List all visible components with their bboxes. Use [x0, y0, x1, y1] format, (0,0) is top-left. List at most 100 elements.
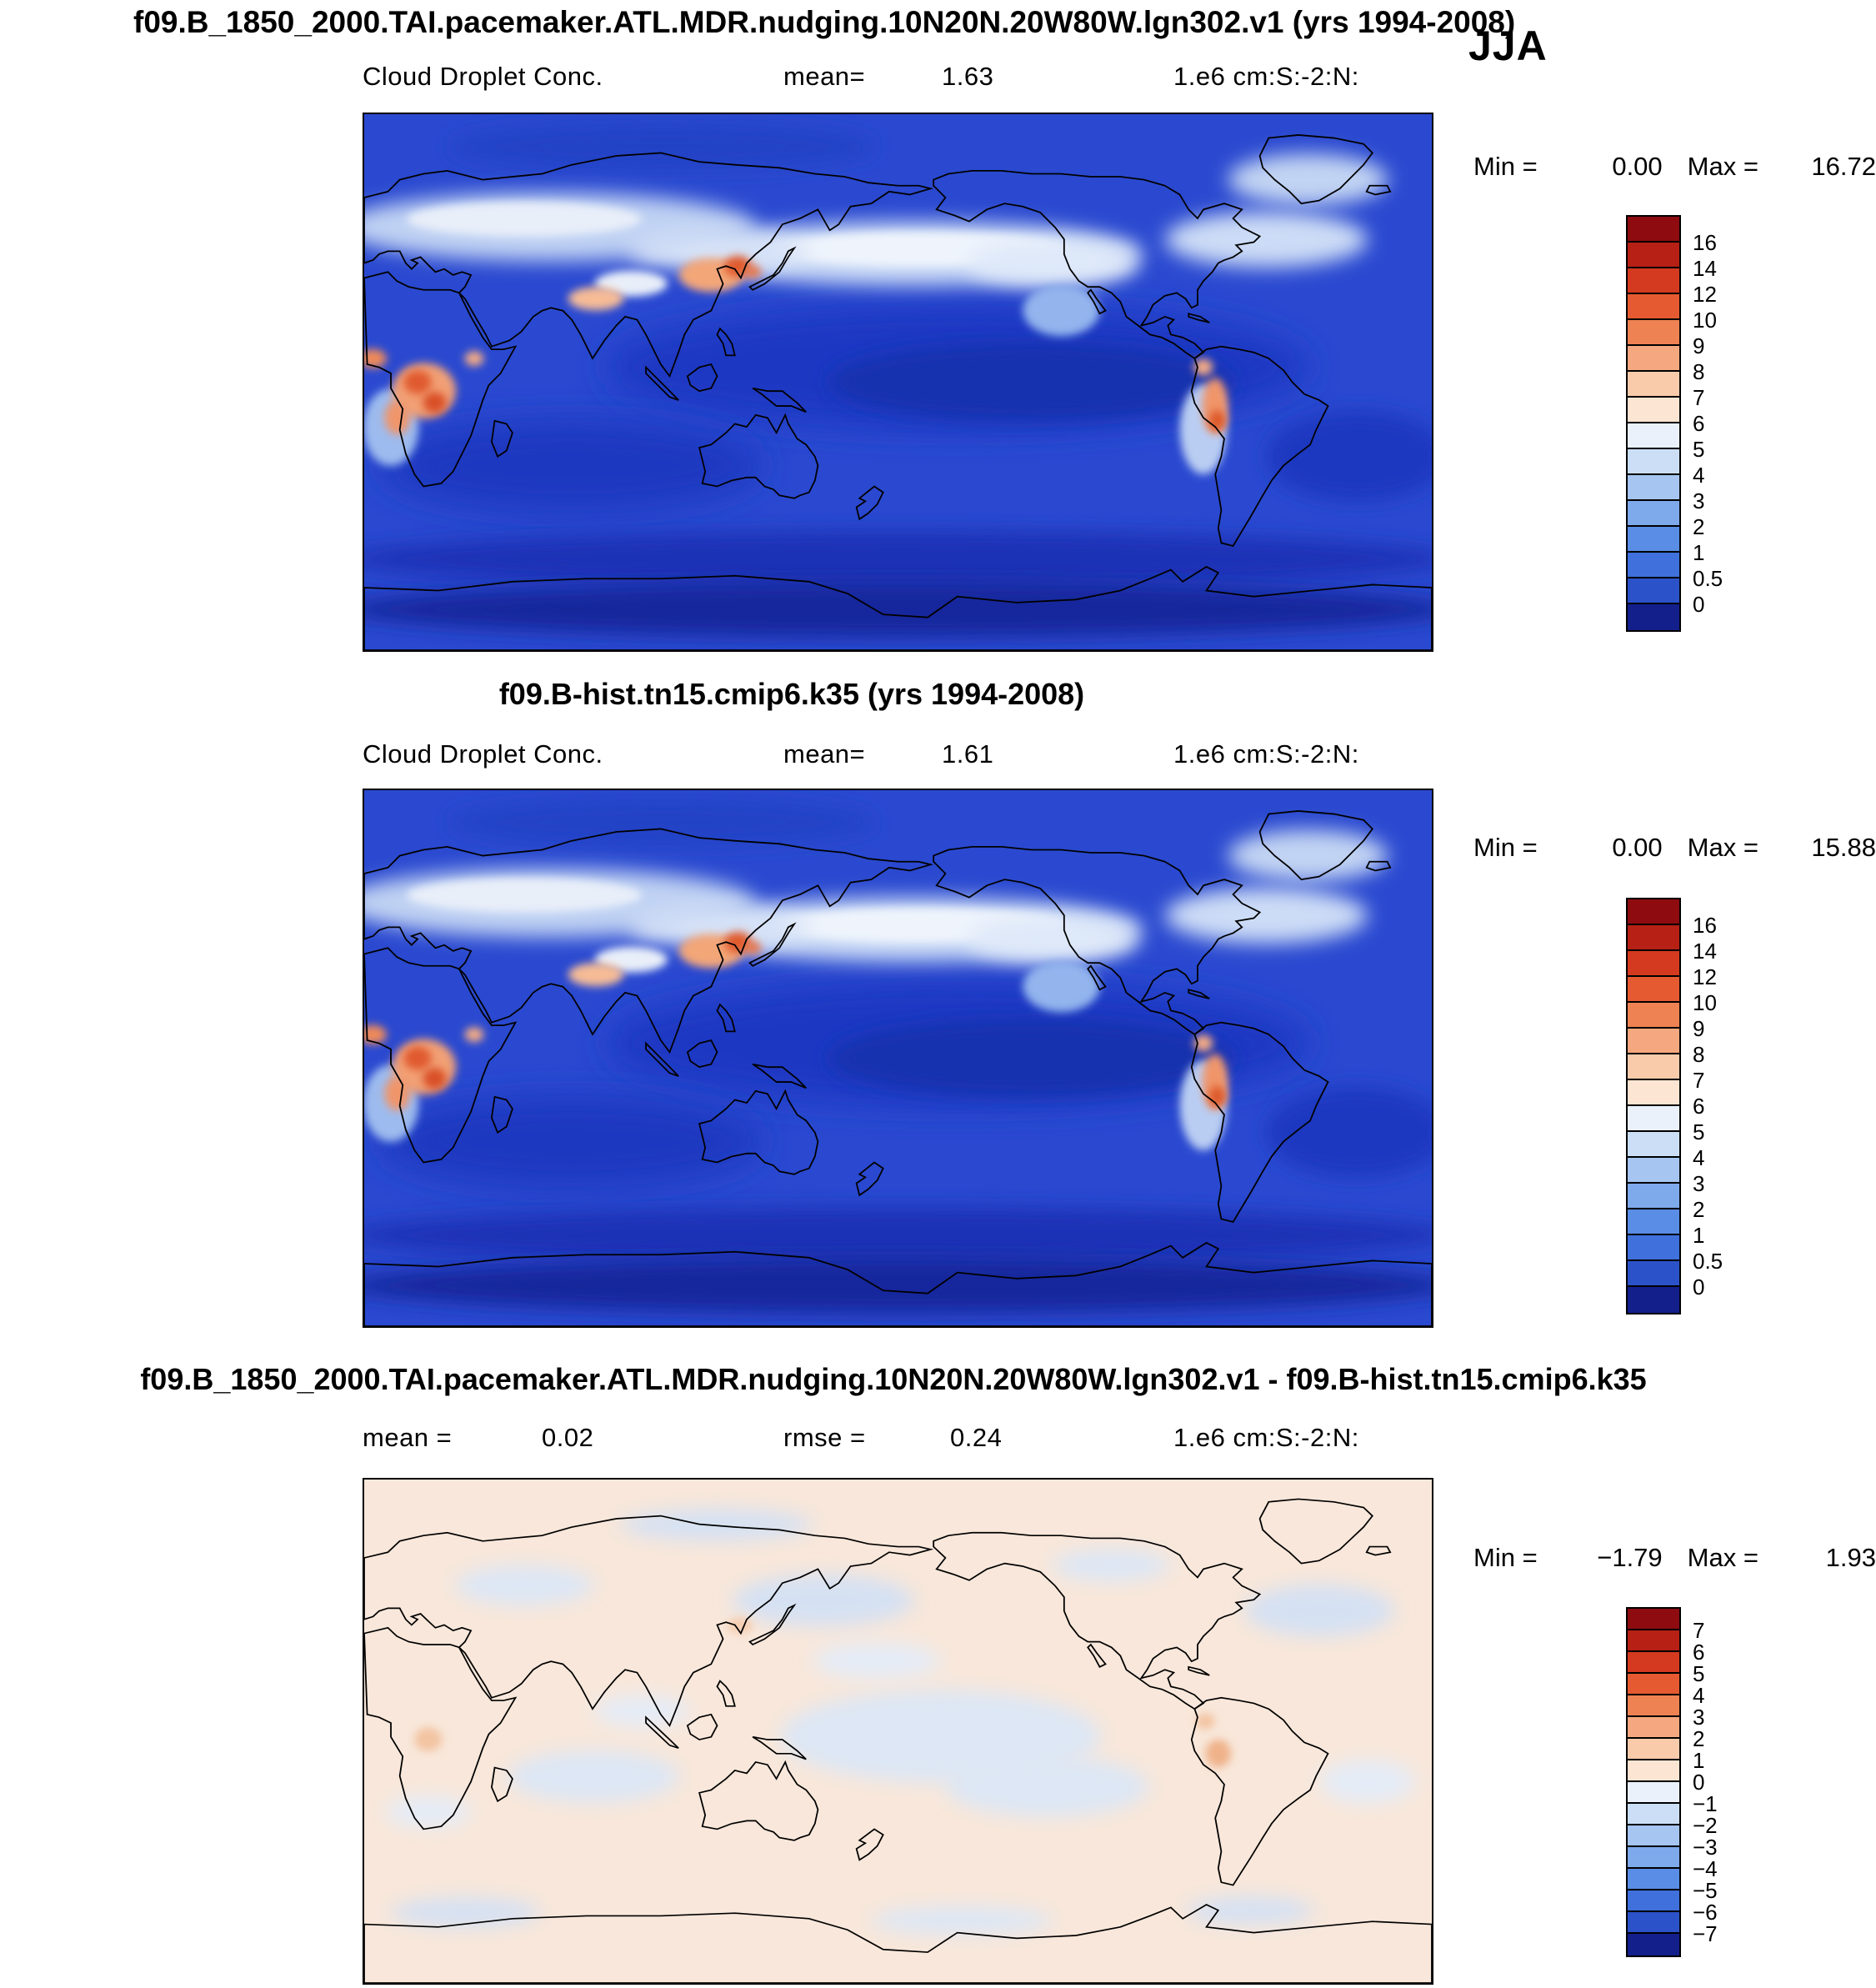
colorbar-cell	[1628, 977, 1679, 1003]
panel2-max-value: 15.88	[1811, 833, 1876, 862]
colorbar-cell	[1628, 951, 1679, 977]
colorbar-cell	[1628, 1158, 1679, 1184]
colorbar-tick-label: 7	[1693, 385, 1705, 410]
colorbar-tick-label: −5	[1693, 1878, 1718, 1903]
map-panel-1	[363, 113, 1433, 652]
continent-outlines	[364, 810, 1432, 1326]
panel1-max-value: 16.72	[1811, 152, 1876, 181]
colorbar-tick-label: −6	[1693, 1900, 1718, 1925]
colorbar-cell	[1628, 1054, 1679, 1080]
colorbar-cell	[1628, 501, 1679, 527]
season-label: JJA	[1468, 23, 1548, 69]
colorbar-cell	[1628, 217, 1679, 243]
colorbar-tick-label: −3	[1693, 1835, 1718, 1860]
colorbar-cell	[1628, 423, 1679, 449]
panel2-mean-value: 1.61	[942, 739, 994, 769]
colorbar-tick-label: 0.5	[1693, 1249, 1723, 1274]
colorbar-tick-label: 0	[1693, 1274, 1705, 1299]
colorbar-tick-label: 2	[1693, 1197, 1705, 1222]
colorbar-cell	[1628, 346, 1679, 372]
colorbar-tick-label: 4	[1693, 1683, 1705, 1708]
colorbar-tick-label: 6	[1693, 411, 1705, 436]
colorbar-tick-label: 8	[1693, 1042, 1705, 1067]
colorbar-cell	[1628, 1825, 1679, 1847]
colorbar-cell	[1628, 1184, 1679, 1209]
colorbar-tick-label: 16	[1693, 913, 1717, 938]
colorbar-tick-label: 7	[1693, 1618, 1705, 1643]
colorbar-cell	[1628, 553, 1679, 578]
panel3-mean-label: mean =	[363, 1423, 453, 1452]
colorbar-cell	[1628, 243, 1679, 268]
colorbar-tick-label: −7	[1693, 1921, 1718, 1946]
panel3-mean-value: 0.02	[542, 1423, 594, 1452]
colorbar-cell	[1628, 268, 1679, 294]
panel3-max-label: Max =	[1687, 1543, 1758, 1572]
colorbar-panel-1: 16 14 12 10 9 8 7 6 5 4 3 2 1 0.5 0	[1626, 215, 1759, 632]
field-shading	[385, 1509, 1416, 1935]
colorbar-tick-label: 16	[1693, 230, 1717, 255]
panel2-field-label: Cloud Droplet Conc.	[363, 739, 603, 769]
colorbar-cell	[1628, 1029, 1679, 1054]
colorbar-tick-label: 0	[1693, 1770, 1705, 1795]
colorbar-tick-label: 3	[1693, 1705, 1705, 1730]
colorbar-cell	[1628, 1209, 1679, 1235]
colorbar-tick-label: 1	[1693, 540, 1705, 565]
colorbar-cell	[1628, 475, 1679, 501]
colorbar-cell	[1628, 1760, 1679, 1782]
panel3-rmse-value: 0.24	[950, 1423, 1003, 1452]
colorbar-cell	[1628, 1630, 1679, 1652]
colorbar-tick-label: 12	[1693, 282, 1717, 307]
map-panel-2	[363, 789, 1433, 1328]
colorbar-cell	[1628, 294, 1679, 320]
colorbar-cell	[1628, 527, 1679, 553]
panel3-max-value: 1.93	[1825, 1543, 1876, 1572]
colorbar-tick-label: −1	[1693, 1791, 1718, 1816]
field-shading	[364, 799, 1432, 1314]
panel3-units: 1.e6 cm:S:-2:N:	[1173, 1423, 1359, 1452]
colorbar-tick-label: 5	[1693, 437, 1705, 462]
panel1-min-value: 0.00	[1612, 152, 1663, 181]
panel3-rmse-label: rmse =	[783, 1423, 866, 1452]
colorbar-tick-label: 12	[1693, 964, 1717, 989]
colorbar-cell	[1628, 1912, 1679, 1934]
colorbar-cell	[1628, 1080, 1679, 1106]
panel1-title: f09.B_1850_2000.TAI.pacemaker.ATL.MDR.nu…	[133, 5, 1516, 39]
colorbar-cell	[1628, 1847, 1679, 1869]
colorbar-tick-label: 8	[1693, 359, 1705, 384]
colorbar-cell	[1628, 1261, 1679, 1287]
panel2-max-label: Max =	[1687, 833, 1758, 862]
map-panel-3	[363, 1478, 1433, 1985]
colorbar-cells	[1626, 215, 1681, 632]
colorbar-tick-label: 6	[1693, 1094, 1705, 1119]
colorbar-tick-label: 2	[1693, 1726, 1705, 1751]
colorbar-tick-label: 14	[1693, 939, 1717, 964]
colorbar-tick-label: 7	[1693, 1068, 1705, 1093]
colorbar-cell	[1628, 1003, 1679, 1029]
colorbar-tick-label: 10	[1693, 990, 1717, 1015]
colorbar-cell	[1628, 899, 1679, 925]
colorbar-tick-label: 3	[1693, 1171, 1705, 1196]
colorbar-cell	[1628, 1287, 1679, 1313]
panel2-mean-label: mean=	[783, 739, 866, 769]
colorbar-tick-label: 3	[1693, 488, 1705, 513]
colorbar-tick-label: 5	[1693, 1119, 1705, 1144]
panel2-min-value: 0.00	[1612, 833, 1663, 862]
panel1-mean-label: mean=	[783, 62, 866, 91]
panel2-title: f09.B-hist.tn15.cmip6.k35 (yrs 1994-2008…	[498, 677, 1085, 711]
colorbar-cell	[1628, 1934, 1679, 1955]
panel3-title: f09.B_1850_2000.TAI.pacemaker.ATL.MDR.nu…	[140, 1362, 1647, 1396]
colorbar-tick-label: 5	[1693, 1661, 1705, 1686]
colorbar-tick-label: 2	[1693, 514, 1705, 539]
colorbar-cell	[1628, 449, 1679, 475]
colorbar-cell	[1628, 372, 1679, 398]
panel1-minmax: Min = 0.00 Max = 16.72	[1473, 152, 1876, 181]
panel1-max-label: Max =	[1687, 152, 1758, 181]
panel1-min-label: Min =	[1473, 152, 1538, 181]
colorbar-panel-2: 16 14 12 10 9 8 7 6 5 4 3 2 1 0.5 0	[1626, 898, 1759, 1314]
colorbar-tick-label: 4	[1693, 1145, 1705, 1170]
panel2-units: 1.e6 cm:S:-2:N:	[1173, 739, 1359, 769]
colorbar-cell	[1628, 578, 1679, 604]
colorbar-tick-label: 1	[1693, 1748, 1705, 1773]
colorbar-cells	[1626, 1607, 1681, 1957]
